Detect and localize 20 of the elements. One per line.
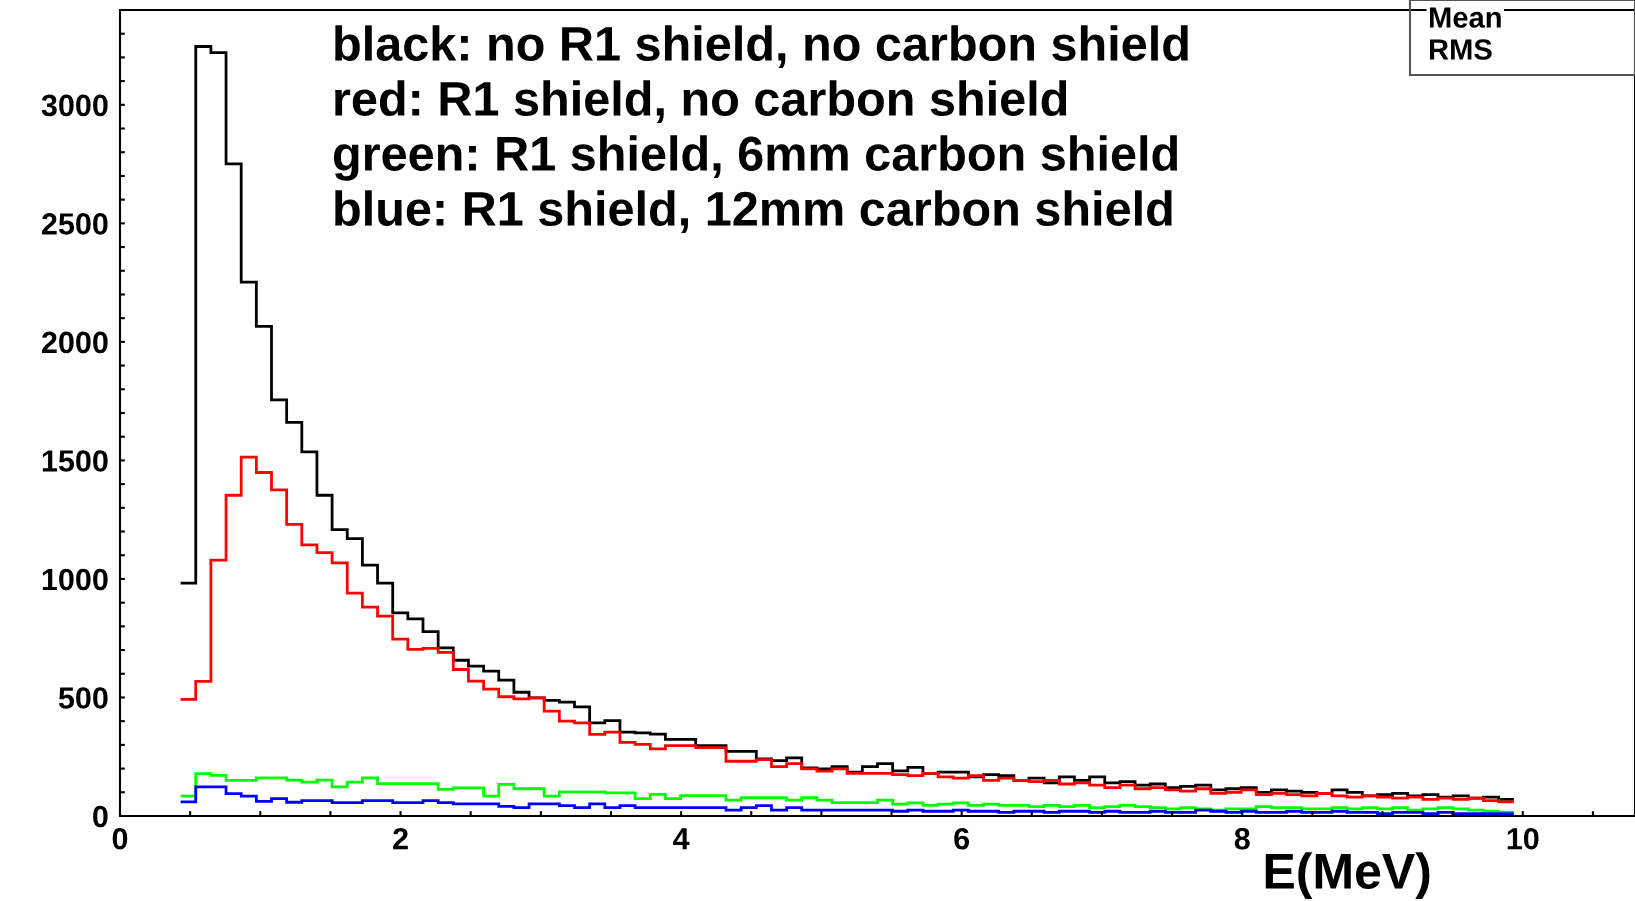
annotation: Mean (1429, 7, 1501, 28)
x-tick-label: 10 (1507, 827, 1539, 850)
x-tick-label: 4 (673, 828, 690, 850)
y-tick-label: 500 (58, 687, 108, 709)
y-tick-label: 2500 (41, 213, 108, 235)
y-tick-label: 3000 (41, 94, 108, 117)
x-tick-label: 2 (393, 827, 408, 850)
x-axis-title: E(MeV) (1265, 852, 1430, 899)
x-tick-label: 0 (112, 827, 128, 850)
x-tick-label: 6 (954, 827, 970, 850)
y-tick-label: 1000 (42, 568, 108, 591)
x-tick-label: 8 (1234, 827, 1250, 850)
annotation: black: no R1 shield, no carbon shield (335, 25, 1188, 69)
y-tick-label: 1500 (42, 450, 108, 472)
annotation: red: R1 shield, no carbon shield (335, 80, 1067, 124)
annotation: green: R1 shield, 6mm carbon shield (334, 135, 1178, 181)
annotation: RMS (1429, 39, 1492, 60)
annotation: blue: R1 shield, 12mm carbon shield (335, 190, 1172, 234)
y-tick-label: 0 (93, 805, 108, 828)
y-tick-label: 2000 (41, 331, 108, 354)
